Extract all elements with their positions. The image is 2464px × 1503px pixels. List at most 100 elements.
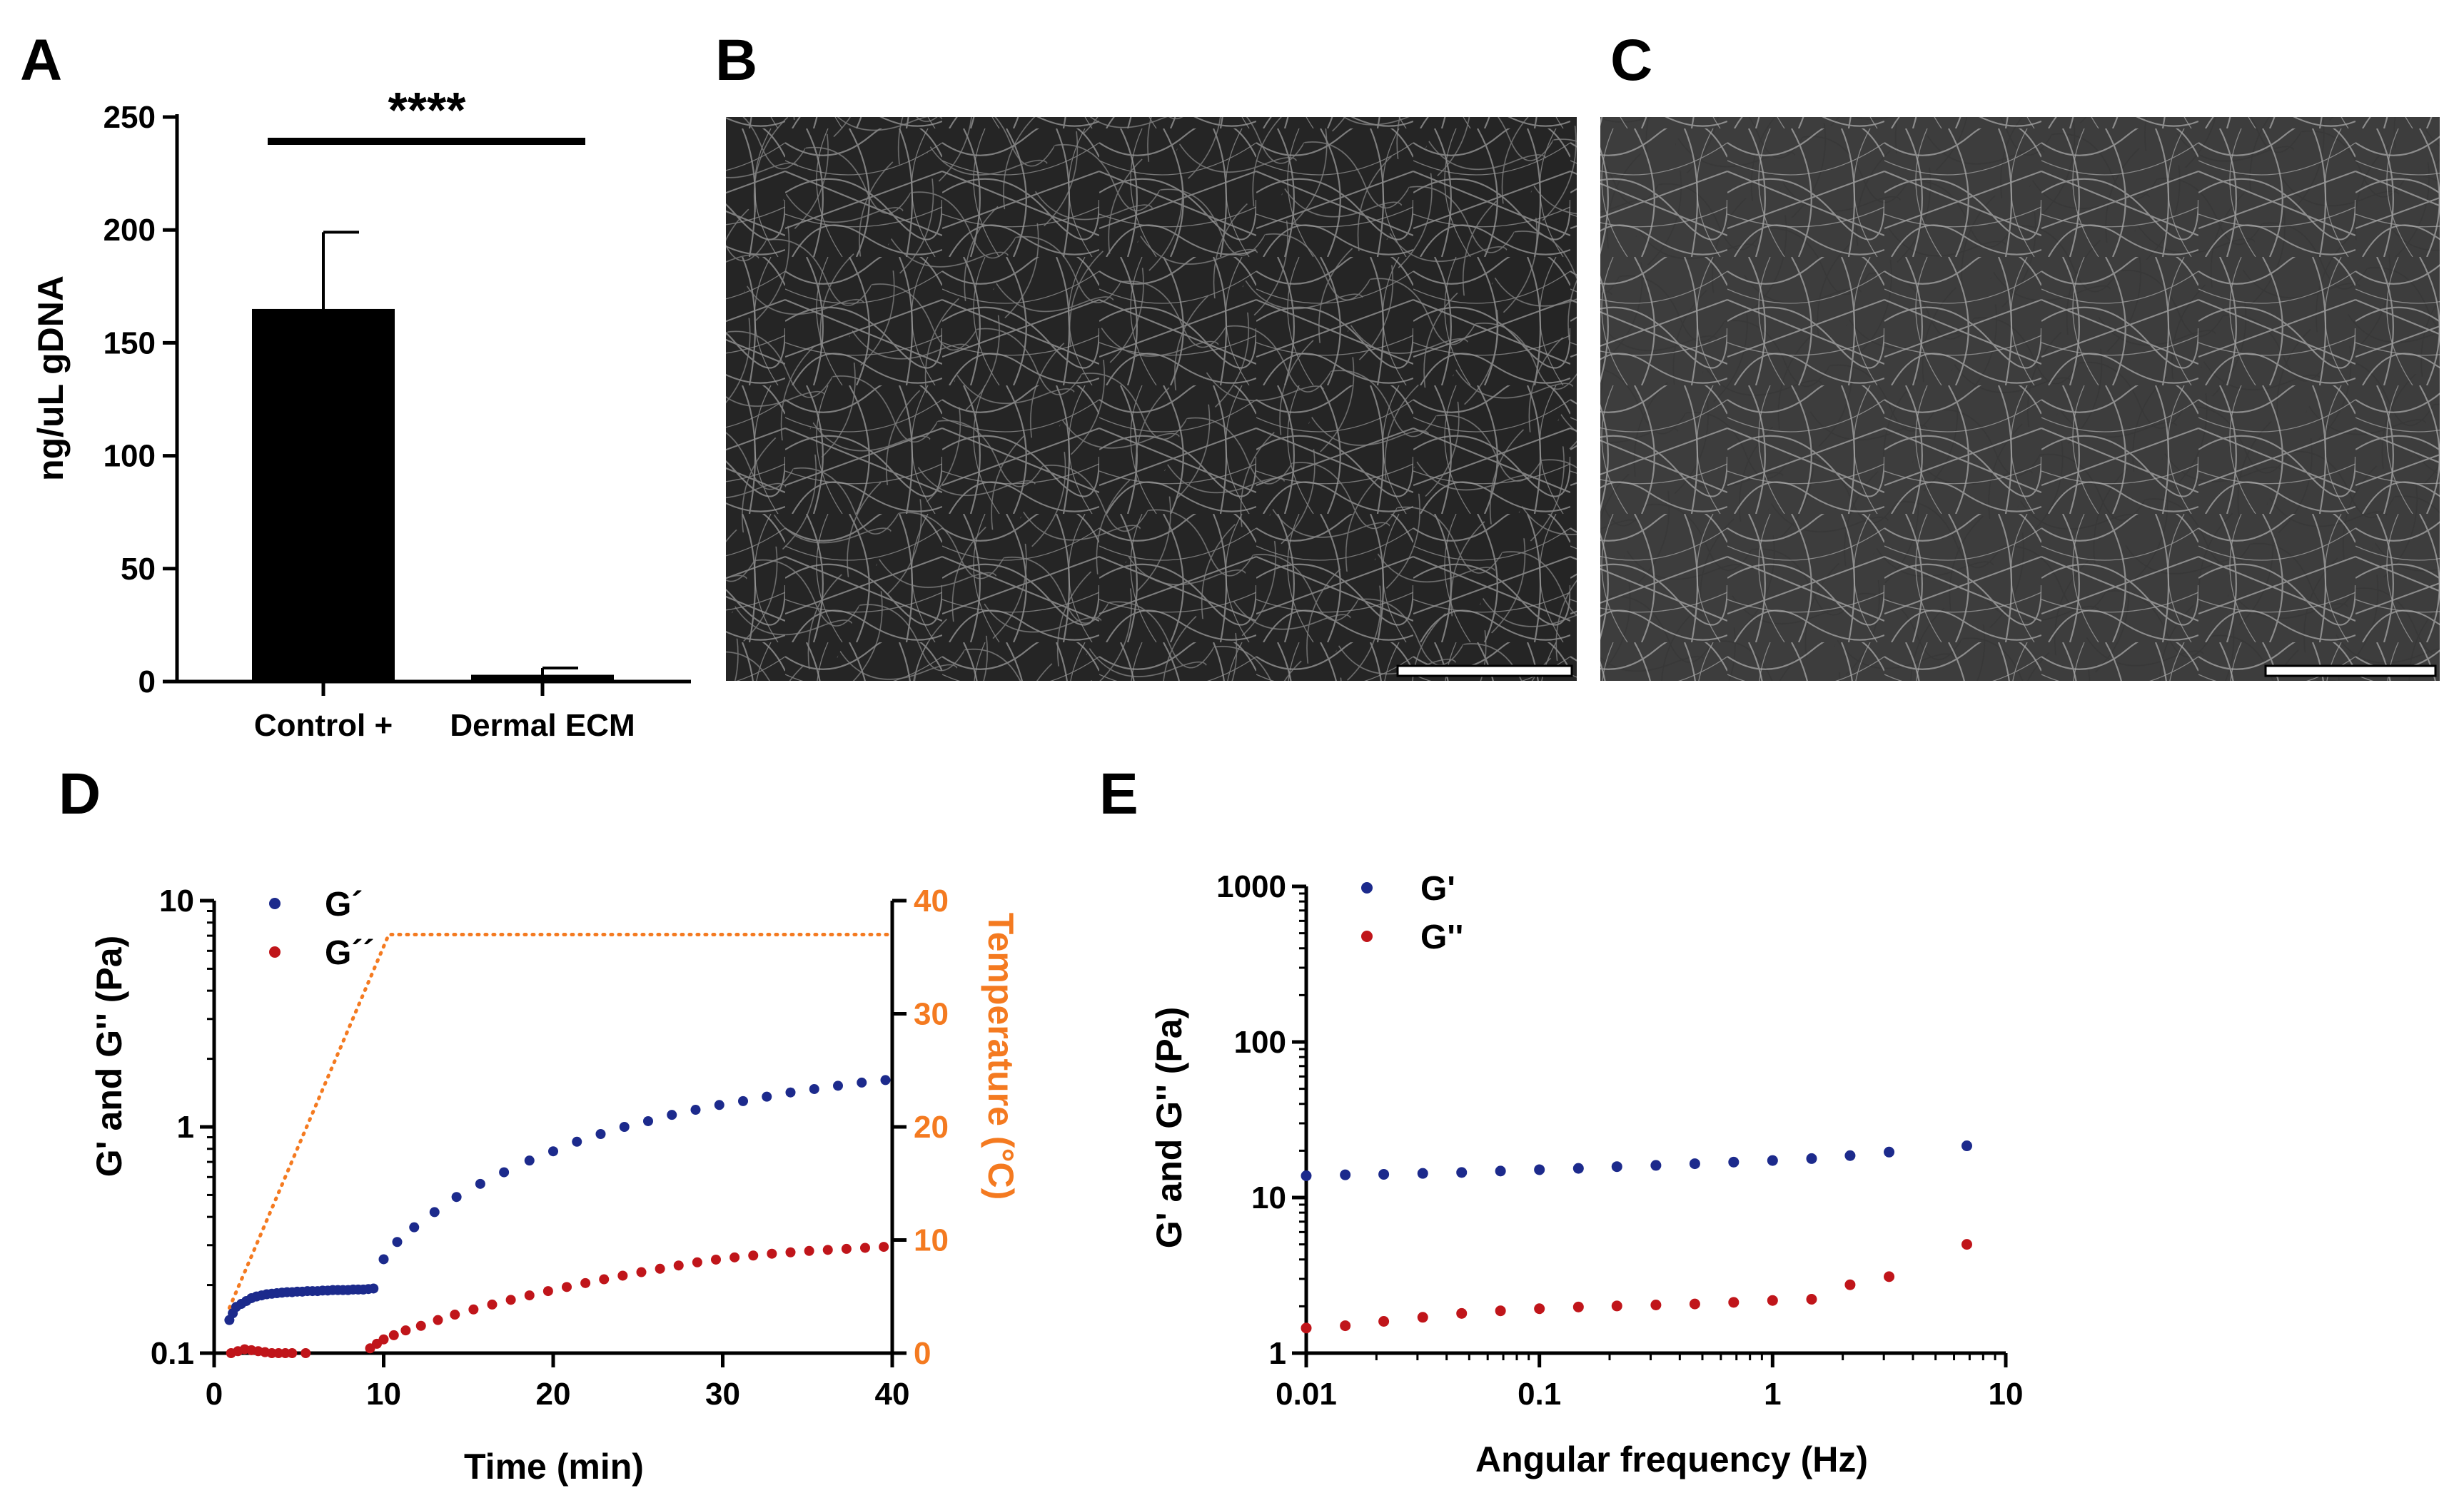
g-double-prime-point [767,1248,777,1259]
g-double-prime-point [1572,1301,1584,1312]
g-prime-point [378,1254,389,1265]
g-prime-point [762,1091,772,1102]
g-double-prime-point [301,1348,311,1358]
g-prime-point [1884,1146,1895,1158]
panel-d-y-tick-label: 0.1 [151,1336,194,1371]
panel-d-x-tick-label: 40 [875,1377,910,1412]
g-double-prime-point [1650,1300,1662,1311]
panel-a-y-tick-label: 250 [103,100,156,135]
g-prime-point [1806,1153,1817,1164]
g-prime-point [1689,1158,1700,1170]
panel-a-y-tick-label: 0 [138,664,156,699]
g-double-prime-point [1534,1303,1545,1315]
g-double-prime-point [692,1257,702,1267]
g-prime-point [1378,1168,1390,1180]
scale-bar-c [2264,664,2437,677]
panel-a-y-axis-label: ng/uL gDNA [31,275,71,481]
panel-a-y-tick-label: 200 [103,213,156,248]
panel-e-x-tick-label: 0.1 [1518,1377,1561,1412]
panel-e-x-tick-label: 0.01 [1276,1377,1337,1412]
g-double-prime-point [1844,1279,1856,1290]
panel-e-x-tick-label: 1 [1764,1377,1781,1412]
g-double-prime-point [400,1325,411,1336]
g-prime-point [368,1283,379,1294]
g-prime-point [809,1083,819,1094]
panel-d-y-tick-label: 1 [177,1110,194,1145]
panel-d-x-tick-label: 30 [705,1377,740,1412]
panel-a-x-tick-label: Dermal ECM [450,708,635,743]
panel-a-x-tick-label: Control + [254,708,393,743]
panel-label-d: D [59,761,101,826]
panel-d-y2-tick-label: 30 [914,997,949,1032]
legend-label: G' [1420,870,1455,908]
panel-a-bar-chart: ng/uL gDNA **** 0 50 100 150 200 250 Control +… [31,82,691,743]
g-prime-point [1301,1170,1312,1182]
g-double-prime-point [1961,1239,1972,1250]
g-double-prime-point [1417,1312,1428,1323]
g-prime-point [1456,1167,1468,1178]
g-double-prime-point [655,1263,665,1274]
g-prime-point [451,1192,462,1203]
g-double-prime-point [1340,1320,1351,1332]
g-prime-point [619,1122,630,1132]
panel-label-c: C [1610,28,1652,93]
g-prime-point [595,1128,606,1139]
legend-label: G´´ [325,934,374,972]
g-prime-point [643,1115,653,1126]
g-prime-point [409,1222,420,1233]
panel-d-y-tick-label: 10 [159,884,194,918]
g-double-prime-point [505,1295,516,1305]
g-double-prime-point [599,1274,610,1285]
g-double-prime-point [841,1243,852,1254]
panel-label-b: B [715,28,757,93]
g-prime-point [1340,1169,1351,1180]
panel-d-y-axis-label: G' and G'' (Pa) [89,936,129,1177]
significance-stars: **** [388,82,467,138]
g-double-prime-point [388,1330,399,1340]
panel-d-y2-axis-label: Temperature (°C) [981,913,1021,1200]
g-double-prime-point [879,1242,889,1252]
g-double-prime-point [524,1290,535,1301]
panel-e-x-tick-label: 10 [1989,1377,2024,1412]
panel-label-e: E [1099,761,1138,826]
g-prime-point [499,1167,510,1178]
panel-e-y-tick-label: 10 [1251,1180,1286,1215]
panel-d-y2-tick-label: 40 [914,884,949,918]
g-prime-point [429,1207,440,1218]
g-double-prime-point [1301,1322,1312,1334]
g-prime-point [1728,1156,1740,1168]
g-prime-point [880,1075,891,1086]
g-double-prime-point [415,1320,426,1331]
panel-d-x-tick-label: 0 [206,1377,223,1412]
sem-image-b [726,117,1577,681]
legend-label: G´ [325,886,363,923]
panel-e-frequency-sweep-chart: G' and G'' (Pa) Angular frequency (Hz) 1… [1149,869,2023,1479]
g-double-prime-point [673,1260,684,1271]
g-double-prime-point [433,1315,443,1325]
g-prime-point [667,1110,677,1120]
panel-d-x-tick-label: 20 [536,1377,571,1412]
bar-dermal-ecm [471,674,614,682]
legend-marker [269,898,281,909]
g-prime-point [524,1155,535,1166]
g-double-prime-point [450,1310,460,1320]
g-double-prime-point [804,1245,814,1256]
panel-e-y-axis-label: G' and G'' (Pa) [1149,1007,1189,1248]
g-prime-point [1495,1165,1506,1177]
g-prime-point [1534,1164,1545,1175]
g-double-prime-point [636,1267,647,1277]
g-prime-point [392,1237,403,1248]
bar-control [252,308,395,682]
g-double-prime-point [729,1252,740,1262]
legend-marker [1361,931,1373,942]
g-double-prime-point [1884,1271,1895,1282]
g-double-prime-point [1767,1295,1778,1306]
panel-a-y-tick-label: 150 [103,325,156,360]
g-prime-point [1961,1140,1972,1152]
g-double-prime-point [1728,1297,1740,1308]
g-prime-point [1611,1161,1622,1173]
g-double-prime-point [542,1286,553,1297]
g-double-prime-point [1611,1300,1622,1312]
g-prime-point [785,1087,796,1098]
